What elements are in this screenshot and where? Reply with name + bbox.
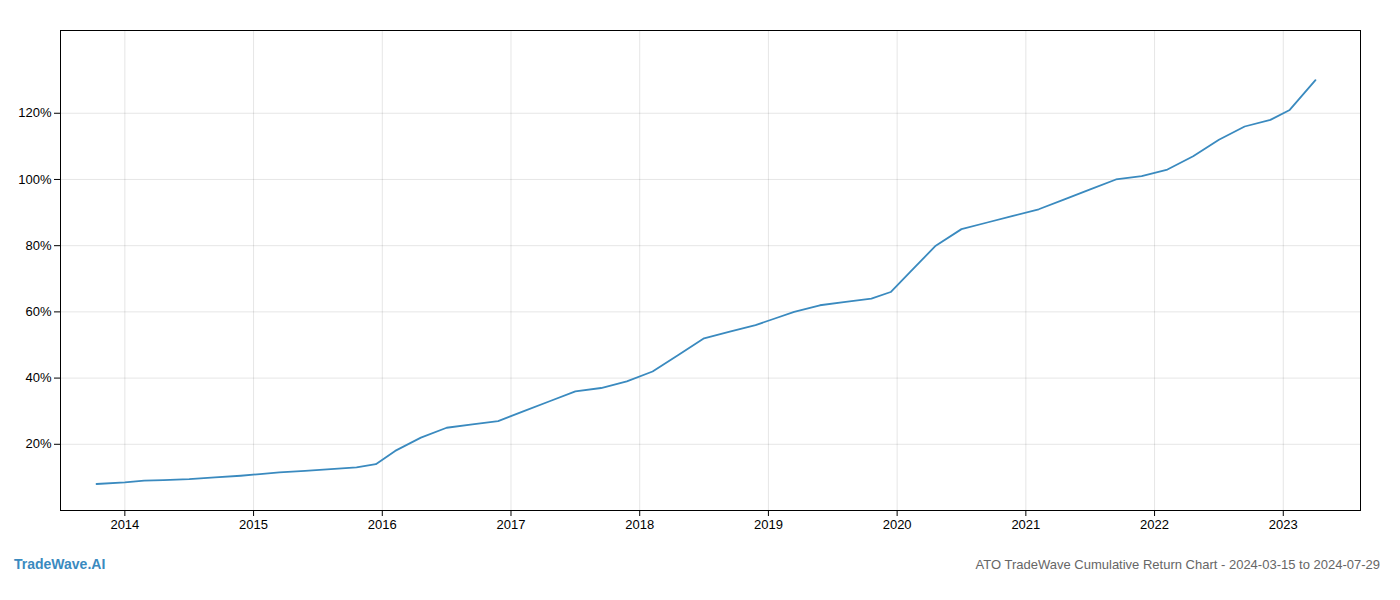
html-text:ATO TradeWave Cumulative Retur: ATO TradeWave Cumulative Return Chart - … bbox=[975, 557, 1380, 572]
svg-text:2018: 2018 bbox=[625, 517, 654, 532]
svg-text:120%: 120% bbox=[18, 105, 52, 120]
svg-text:80%: 80% bbox=[25, 238, 51, 253]
svg-text:20%: 20% bbox=[25, 436, 51, 451]
svg-text:2021: 2021 bbox=[1011, 517, 1040, 532]
svg-text:2016: 2016 bbox=[368, 517, 397, 532]
svg-text:100%: 100% bbox=[18, 172, 52, 187]
svg-text:2022: 2022 bbox=[1140, 517, 1169, 532]
svg-text:2014: 2014 bbox=[110, 517, 139, 532]
svg-text:2023: 2023 bbox=[1269, 517, 1298, 532]
html-text:TradeWave.AI: TradeWave.AI bbox=[14, 556, 106, 572]
svg-text:2019: 2019 bbox=[754, 517, 783, 532]
svg-text:2020: 2020 bbox=[883, 517, 912, 532]
svg-text:2015: 2015 bbox=[239, 517, 268, 532]
svg-text:40%: 40% bbox=[25, 370, 51, 385]
svg-text:2017: 2017 bbox=[497, 517, 526, 532]
svg-text:60%: 60% bbox=[25, 304, 51, 319]
